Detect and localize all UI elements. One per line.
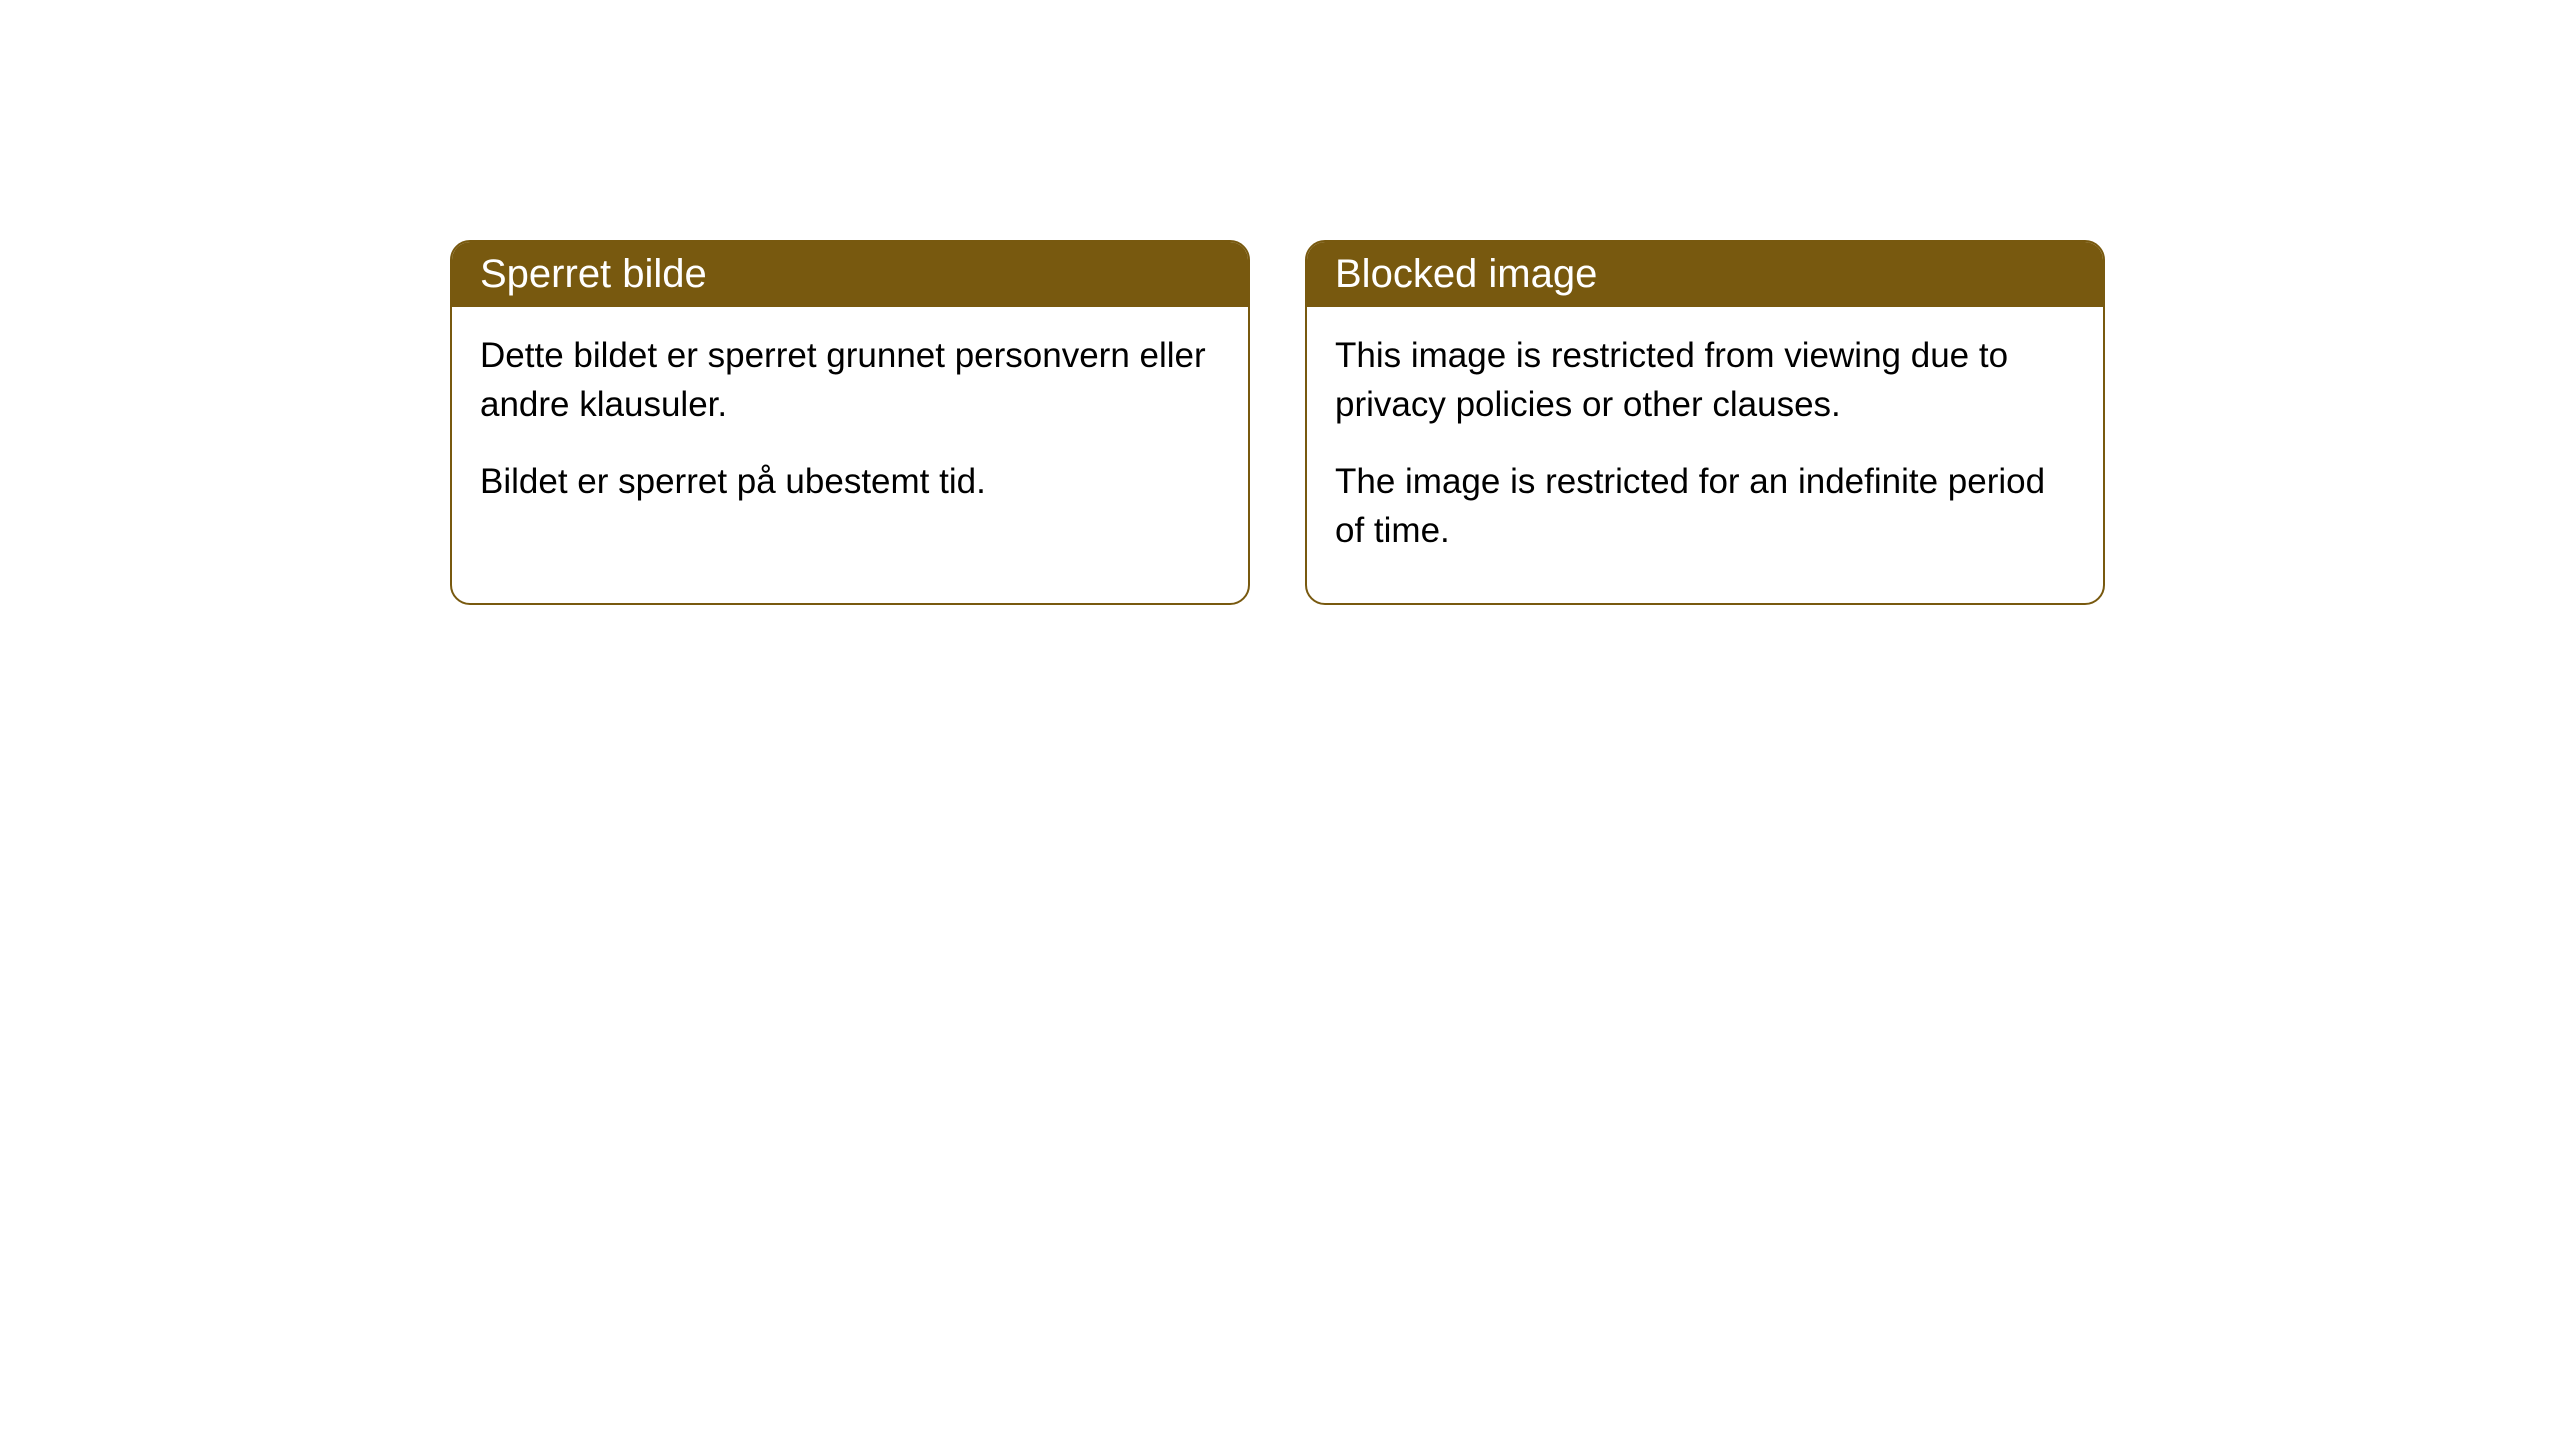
card-header-norwegian: Sperret bilde (452, 242, 1248, 307)
card-paragraph-english-1: This image is restricted from viewing du… (1335, 331, 2075, 429)
card-paragraph-english-2: The image is restricted for an indefinit… (1335, 457, 2075, 555)
notice-cards-container: Sperret bilde Dette bildet er sperret gr… (450, 240, 2560, 605)
card-header-english: Blocked image (1307, 242, 2103, 307)
card-paragraph-norwegian-2: Bildet er sperret på ubestemt tid. (480, 457, 1220, 506)
card-body-norwegian: Dette bildet er sperret grunnet personve… (452, 307, 1248, 554)
card-body-english: This image is restricted from viewing du… (1307, 307, 2103, 603)
card-paragraph-norwegian-1: Dette bildet er sperret grunnet personve… (480, 331, 1220, 429)
blocked-image-card-english: Blocked image This image is restricted f… (1305, 240, 2105, 605)
blocked-image-card-norwegian: Sperret bilde Dette bildet er sperret gr… (450, 240, 1250, 605)
